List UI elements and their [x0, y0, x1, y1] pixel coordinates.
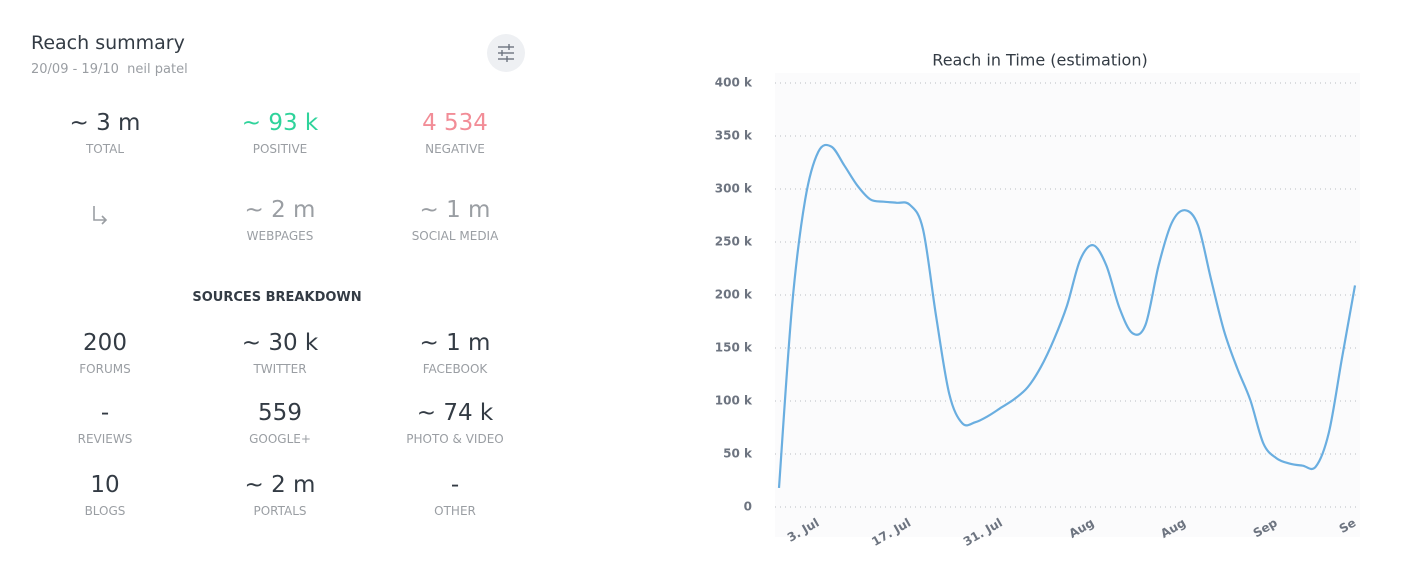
stat-value: ~ 1 m	[419, 330, 491, 356]
y-tick-label: 300 k	[715, 182, 753, 196]
y-tick-label: 350 k	[715, 129, 753, 143]
stat: ~ 74 k PHOTO & VIDEO	[370, 400, 540, 446]
stat: ~ 1 m FACEBOOK	[370, 330, 540, 376]
stat-value: ~ 3 m	[69, 110, 141, 136]
filter-icon	[498, 44, 514, 62]
stat-value: 10	[90, 472, 120, 498]
y-tick-label: 400 k	[715, 76, 753, 90]
line	[777, 143, 1357, 488]
stat-label: TOTAL	[85, 142, 125, 156]
stat: 10 BLOGS	[20, 472, 190, 518]
stat-value: ~ 1 m	[419, 197, 491, 223]
y-tick-label: 0	[744, 500, 752, 514]
stat-label: OTHER	[434, 504, 476, 518]
stat-label: POSITIVE	[252, 142, 308, 156]
stat: ~ 2 m PORTALS	[195, 472, 365, 518]
breakdown-title: SOURCES BREAKDOWN	[192, 290, 362, 305]
stat-label: SOCIAL MEDIA	[411, 229, 499, 243]
stat-value: 559	[258, 400, 302, 426]
y-tick-label: 200 k	[715, 288, 753, 302]
stat: - REVIEWS	[20, 400, 190, 446]
stat-label: TWITTER	[253, 362, 307, 376]
stat: ~ 2 m WEBPAGES	[195, 197, 365, 243]
stat-label: FORUMS	[79, 362, 131, 376]
stat-value: ~ 2 m	[244, 472, 316, 498]
stat: ~ 3 m TOTAL	[20, 110, 190, 156]
stat: ~ 1 m SOCIAL MEDIA	[370, 197, 540, 243]
stat-value: ~ 30 k	[241, 330, 319, 356]
y-tick-label: 50 k	[723, 447, 753, 461]
stat: ~ 93 k POSITIVE	[195, 110, 365, 156]
stat-value: ~ 93 k	[241, 110, 319, 136]
reach-chart: Reach in Time (estimation) 0 50 k 100 k 150…	[715, 51, 1360, 548]
stat-label: WEBPAGES	[246, 229, 314, 243]
filter-button[interactable]	[487, 34, 525, 72]
stat-label: GOOGLE+	[249, 432, 311, 446]
stat-label: PHOTO & VIDEO	[406, 432, 504, 446]
stat-value: -	[100, 400, 110, 426]
chart-title: Reach in Time (estimation)	[932, 51, 1147, 70]
stat-value: 4 534	[422, 110, 488, 136]
stat: ~ 30 k TWITTER	[195, 330, 365, 376]
stat-value: ~ 2 m	[244, 197, 316, 223]
stat: 4 534 NEGATIVE	[370, 110, 540, 156]
stat: 559 GOOGLE+	[195, 400, 365, 446]
stat-value: 200	[83, 330, 127, 356]
period: 20/09 - 19/10 neil patel	[31, 62, 188, 77]
stat: 200 FORUMS	[20, 330, 190, 376]
arrow-icon	[93, 206, 108, 225]
stat-value: -	[450, 472, 460, 498]
user: neil patel	[127, 62, 188, 77]
period-dates: 20/09 - 19/10	[31, 62, 119, 77]
stat-label: NEGATIVE	[425, 142, 485, 156]
stat-label: PORTALS	[253, 504, 307, 518]
y-tick-label: 250 k	[715, 235, 753, 249]
panel-title: Reach summary	[31, 32, 185, 54]
y-tick-label: 100 k	[715, 394, 753, 408]
y-tick-label: 150 k	[715, 341, 753, 355]
stat-value: ~ 74 k	[416, 400, 494, 426]
reach-summary-panel: Reach summary 20/09 - 19/10 neil patel S…	[0, 0, 560, 584]
stat-label: FACEBOOK	[422, 362, 488, 376]
stat-label: BLOGS	[84, 504, 126, 518]
stat: - OTHER	[370, 472, 540, 518]
stat-label: REVIEWS	[77, 432, 133, 446]
